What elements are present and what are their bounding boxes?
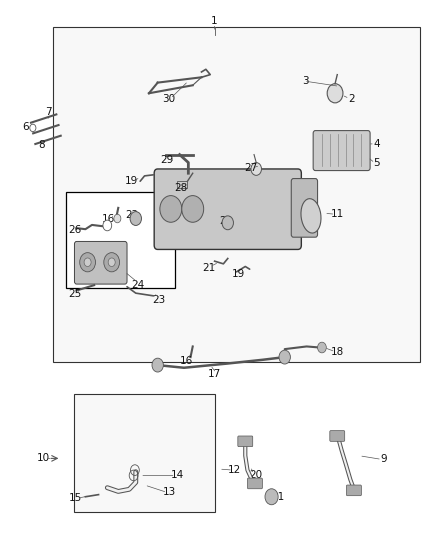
Text: 1: 1	[211, 17, 218, 26]
Circle shape	[114, 214, 121, 223]
Text: 19: 19	[125, 176, 138, 186]
Circle shape	[84, 258, 91, 266]
Text: 2: 2	[348, 94, 355, 103]
Circle shape	[80, 253, 95, 272]
Text: 5: 5	[373, 158, 380, 168]
Text: 29: 29	[160, 155, 173, 165]
Ellipse shape	[301, 199, 321, 233]
Circle shape	[182, 196, 204, 222]
Text: 16: 16	[102, 214, 115, 223]
Text: 12: 12	[228, 465, 241, 475]
Text: 27: 27	[244, 163, 257, 173]
Circle shape	[103, 220, 112, 231]
Text: 22: 22	[126, 211, 139, 220]
Circle shape	[108, 258, 115, 266]
Text: 4: 4	[373, 139, 380, 149]
Circle shape	[265, 489, 278, 505]
Text: 8: 8	[38, 140, 45, 150]
Text: 30: 30	[162, 94, 175, 103]
Circle shape	[327, 84, 343, 103]
Circle shape	[279, 350, 290, 364]
Text: 11: 11	[331, 209, 344, 219]
Text: 24: 24	[131, 280, 145, 290]
Text: 22: 22	[219, 216, 233, 225]
Circle shape	[30, 124, 36, 132]
Text: 19: 19	[232, 269, 245, 279]
Text: 7: 7	[45, 107, 52, 117]
Text: 25: 25	[68, 289, 81, 299]
Circle shape	[130, 212, 141, 225]
Circle shape	[104, 253, 120, 272]
Text: 18: 18	[331, 347, 344, 357]
FancyBboxPatch shape	[154, 169, 301, 249]
FancyBboxPatch shape	[74, 241, 127, 284]
Text: 17: 17	[208, 369, 221, 379]
Text: 23: 23	[152, 295, 166, 304]
Bar	[177, 181, 187, 188]
FancyBboxPatch shape	[247, 478, 262, 489]
Text: 21: 21	[202, 263, 215, 272]
Text: 9: 9	[380, 455, 387, 464]
Bar	[66, 192, 175, 288]
Circle shape	[152, 358, 163, 372]
Text: 28: 28	[174, 183, 187, 192]
Text: 14: 14	[171, 471, 184, 480]
Text: 13: 13	[162, 488, 176, 497]
FancyBboxPatch shape	[346, 485, 361, 496]
Text: 31: 31	[272, 492, 285, 502]
Circle shape	[251, 163, 261, 175]
Bar	[53, 27, 420, 362]
Bar	[74, 394, 215, 512]
Text: 6: 6	[22, 122, 29, 132]
FancyBboxPatch shape	[238, 436, 253, 447]
Circle shape	[222, 216, 233, 230]
FancyBboxPatch shape	[313, 131, 370, 171]
Text: 15: 15	[69, 494, 82, 503]
Circle shape	[160, 196, 182, 222]
FancyBboxPatch shape	[291, 179, 318, 237]
Text: 20: 20	[249, 471, 262, 480]
Circle shape	[318, 342, 326, 353]
Text: 16: 16	[180, 357, 193, 366]
Text: 3: 3	[302, 76, 309, 86]
FancyBboxPatch shape	[330, 431, 345, 441]
Text: 26: 26	[68, 225, 81, 235]
Text: 10: 10	[36, 454, 49, 463]
